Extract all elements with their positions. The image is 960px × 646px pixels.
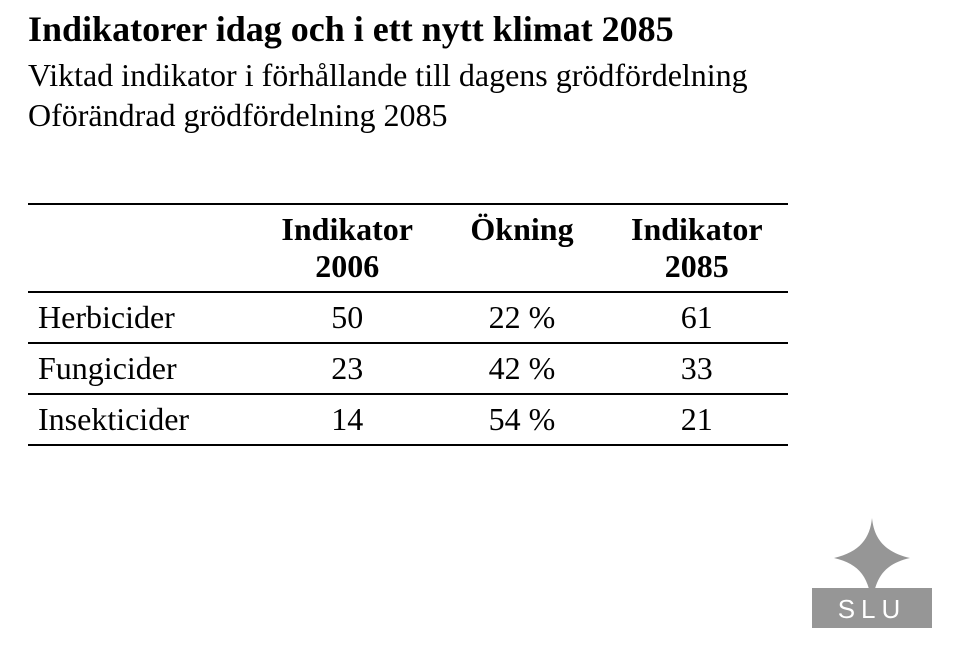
col-header-okning: Ökning (438, 204, 605, 292)
row-name: Herbicider (28, 292, 256, 343)
row-okning: 42 % (438, 343, 605, 394)
table-header-row: Indikator 2006 Ökning Indikator 2085 (28, 204, 788, 292)
row-name: Insekticider (28, 394, 256, 445)
col-header-indikator-2006-line2: 2006 (315, 248, 379, 284)
table-wrap: Indikator 2006 Ökning Indikator 2085 Her… (28, 203, 788, 446)
col-header-blank (28, 204, 256, 292)
table-row: Herbicider 50 22 % 61 (28, 292, 788, 343)
col-header-indikator-2006: Indikator 2006 (256, 204, 438, 292)
row-ind2006: 14 (256, 394, 438, 445)
col-header-indikator-2085-line2: 2085 (665, 248, 729, 284)
table-row: Fungicider 23 42 % 33 (28, 343, 788, 394)
row-ind2085: 21 (606, 394, 788, 445)
row-name: Fungicider (28, 343, 256, 394)
col-header-indikator-2006-line1: Indikator (281, 211, 413, 247)
row-ind2006: 23 (256, 343, 438, 394)
table-row: Insekticider 14 54 % 21 (28, 394, 788, 445)
page-subtitle: Viktad indikator i förhållande till dage… (28, 55, 932, 135)
subtitle-line-2: Oförändrad grödfördelning 2085 (28, 97, 447, 133)
row-ind2085: 61 (606, 292, 788, 343)
row-ind2085: 33 (606, 343, 788, 394)
slu-logo-text: SLU (838, 594, 907, 624)
subtitle-line-1: Viktad indikator i förhållande till dage… (28, 57, 748, 93)
page-title: Indikatorer idag och i ett nytt klimat 2… (28, 8, 932, 51)
col-header-indikator-2085: Indikator 2085 (606, 204, 788, 292)
page: Indikatorer idag och i ett nytt klimat 2… (0, 0, 960, 446)
row-okning: 22 % (438, 292, 605, 343)
slu-logo: SLU (812, 518, 932, 628)
col-header-indikator-2085-line1: Indikator (631, 211, 763, 247)
row-okning: 54 % (438, 394, 605, 445)
indicator-table: Indikator 2006 Ökning Indikator 2085 Her… (28, 203, 788, 446)
row-ind2006: 50 (256, 292, 438, 343)
slu-logo-svg: SLU (812, 518, 932, 628)
